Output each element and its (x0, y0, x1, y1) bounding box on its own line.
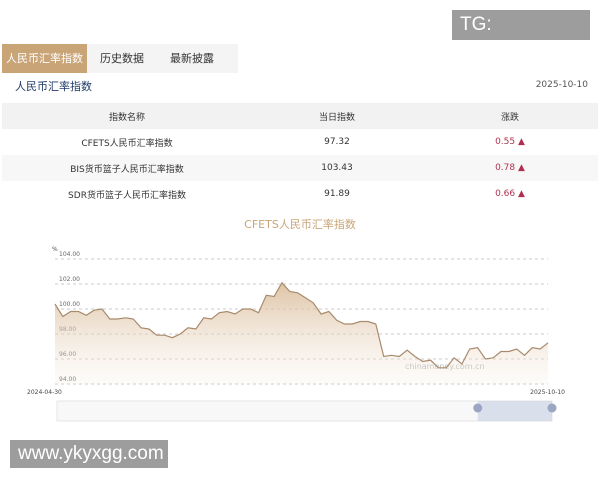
area-fill (55, 282, 548, 384)
tab-history[interactable]: 历史数据 (100, 52, 144, 65)
index-change: 0.66 ▲ (495, 189, 525, 199)
series-line (54, 281, 549, 369)
zoom-handle-left[interactable] (473, 403, 483, 413)
header-value: 当日指数 (318, 112, 355, 123)
table-row: BIS货币篮子人民币汇率指数 103.43 0.78 ▲ (2, 155, 598, 181)
y-tick-label: 100.00 (59, 301, 80, 308)
chart-watermark: chinamoney.com.cn (405, 362, 485, 371)
index-value: 103.43 (321, 163, 353, 173)
index-table: 指数名称 当日指数 涨跌 CFETS人民币汇率指数 97.32 0.55 ▲ B… (2, 103, 598, 207)
index-change: 0.55 ▲ (495, 137, 525, 147)
table-row: CFETS人民币汇率指数 97.32 0.55 ▲ (2, 129, 598, 155)
y-tick-label: 104.00 (59, 251, 80, 258)
chart-title: CFETS人民币汇率指数 (244, 217, 356, 231)
index-name: SDR货币篮子人民币汇率指数 (68, 190, 186, 201)
x-end-label: 2025-10-10 (530, 389, 565, 396)
watermark-bottom: www.ykyxgg.com (10, 440, 168, 468)
section-title: 人民币汇率指数 (15, 80, 92, 93)
y-tick-label: 102.00 (59, 276, 80, 283)
x-start-label: 2024-04-30 (27, 389, 62, 396)
y-axis-unit: % (52, 246, 58, 253)
tab-latest[interactable]: 最新披露 (170, 52, 214, 65)
index-name: CFETS人民币汇率指数 (81, 138, 173, 149)
tab-bar: 人民币汇率指数 历史数据 最新披露 (2, 44, 238, 73)
table-row: SDR货币篮子人民币汇率指数 91.89 0.66 ▲ (2, 181, 598, 207)
header-change: 涨跌 (500, 112, 519, 123)
table-header: 指数名称 当日指数 涨跌 (2, 103, 598, 129)
zoom-handle-right[interactable] (547, 403, 557, 413)
index-value: 91.89 (324, 189, 350, 199)
zoom-slider-selection[interactable] (477, 401, 552, 421)
cfets-chart: CFETS人民币汇率指数 % 104.00102.00100.0098.0096… (27, 217, 565, 422)
tab-rmb-index[interactable]: 人民币汇率指数 (2, 44, 87, 73)
section-date: 2025-10-10 (535, 80, 588, 90)
index-name: BIS货币篮子人民币汇率指数 (70, 164, 184, 175)
index-change: 0.78 ▲ (495, 163, 525, 173)
header-name: 指数名称 (108, 112, 145, 123)
watermark-top: TG: MYYJJPP (452, 10, 590, 65)
index-value: 97.32 (324, 137, 350, 147)
